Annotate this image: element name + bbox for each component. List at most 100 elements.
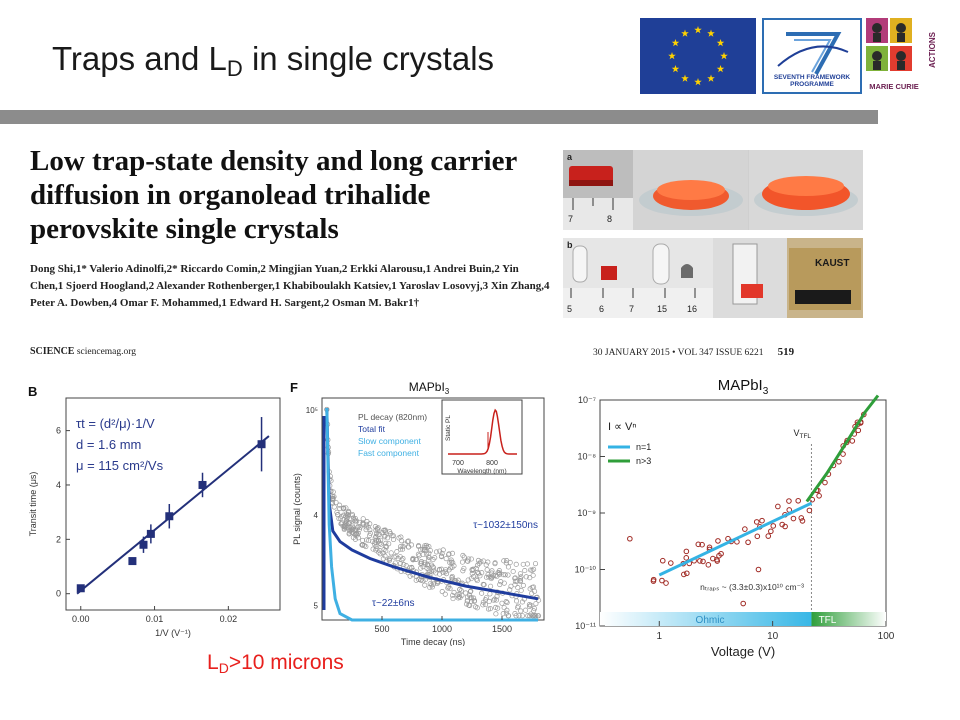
pl-decay-point [448,557,454,563]
pl-decay-point [367,527,373,533]
pl-decay-point [334,509,340,515]
pl-decay-point [422,544,428,551]
pl-decay-point [471,598,477,604]
ruler-label: 7 [568,214,574,224]
pl-decay-point [512,611,518,617]
pl-decay-point [376,532,383,538]
iv-point [697,558,703,564]
eu-star-icon [716,39,725,47]
pl-decay-point [505,572,511,578]
journal-line: SCIENCE sciencemag.org [30,346,136,357]
pl-decay-point [364,537,370,543]
pl-decay-point [493,597,499,603]
iv-point [786,498,792,504]
annotation-text: τ~22±6ns [372,598,415,609]
pl-decay-point [522,568,528,574]
ruler-label: 8 [607,214,613,224]
pl-decay-point [516,613,522,619]
slide-title: Traps and LD in single crystals [52,40,494,82]
tfl-region-bar [811,612,886,626]
iv-point [742,526,748,532]
y-tick-label: 2 [56,534,61,544]
region-label: TFL [819,615,837,626]
iv-point [782,523,788,530]
pl-decay-point [394,549,400,555]
pl-decay-point [515,605,521,611]
pl-decay-point [418,565,424,571]
x-tick-label: 500 [374,624,389,634]
pl-decay-point [535,613,541,619]
ruler-label: 15 [657,304,668,314]
iv-point [768,528,774,535]
pl-decay-point [377,551,383,557]
pl-decay-point [356,526,363,532]
pl-decay-point [505,564,511,570]
pl-decay-point [333,499,339,506]
pl-decay-points [324,406,542,619]
pl-decay-point [480,558,487,564]
pl-decay-point [354,532,360,538]
y-tick-label: 10⁻⁸ [577,452,596,462]
pl-decay-point [400,556,406,562]
marie-curie-logo [866,18,938,94]
conclusion-subscript: D [218,660,229,676]
iv-point [705,562,712,568]
pl-decay-point [344,517,350,523]
y-tick-label: 4 [56,480,61,490]
pl-decay-point [409,565,415,571]
vtfl-subscript: TFL [799,433,811,440]
pl-decay-point [343,505,349,511]
panel-label: F [290,380,298,395]
pl-decay-point [505,613,511,619]
pl-decay-point [460,568,466,574]
pl-decay-point [432,555,438,561]
y-tick-label: 10⁵ [306,406,318,415]
pl-decay-point [437,548,443,554]
pl-decay-point [481,582,487,588]
pl-decay-point [424,561,431,568]
x-tick-label: 1500 [492,624,512,634]
title-subscript: D [226,56,243,81]
eu-star-icon [681,74,689,82]
eu-flag-logo [640,18,756,94]
pl-decay-point [340,523,346,529]
pl-decay-point [480,602,486,608]
pl-decay-point [374,546,380,552]
pl-decay-point [474,562,481,568]
inset-tick-label: 800 [486,460,498,467]
x-axis-label: Time decay (ns) [401,637,465,646]
fit-line [805,394,880,503]
pl-decay-point [503,598,509,605]
y-tick-label: 0 [56,589,61,599]
pl-decay-point [519,599,525,605]
pl-decay-point [502,572,508,578]
pl-decay-point [464,558,470,564]
journal-site: sciencemag.org [76,347,137,357]
annotation-text: τ~1032±150ns [473,520,538,531]
pl-decay-point [434,580,440,586]
iv-point [699,541,705,548]
pl-decay-point [499,600,505,606]
pl-decay-point [527,603,533,609]
pl-decay-point [479,570,485,576]
pl-decay-point [364,521,370,527]
crystal-photo-a-image [563,150,863,230]
pl-decay-point [451,563,457,569]
pl-decay-point [449,573,455,580]
pl-decay-point [517,577,523,584]
pl-decay-point [381,534,388,540]
pl-decay-point [374,525,380,532]
pl-decay-point [398,534,404,540]
plot-frame [599,399,887,627]
pl-decay-point [373,530,380,536]
data-point [139,540,148,549]
eu-star-icon [671,39,680,47]
pl-decay-point [503,560,509,566]
paper-title: Low trap-state density and long carrier … [30,145,517,245]
pl-decay-point [355,525,361,531]
pl-decay-point [520,561,526,567]
pl-decay-point [399,538,405,544]
page-number: 519 [777,346,795,358]
pl-decay-point [425,554,431,560]
chart-iv-loglog: MAPbI3 Ohmic TFL 1 10 100 10⁻⁷ 10⁻⁸ 10⁻⁹ 10⁻¹⁰ 10⁻… [575,377,895,659]
